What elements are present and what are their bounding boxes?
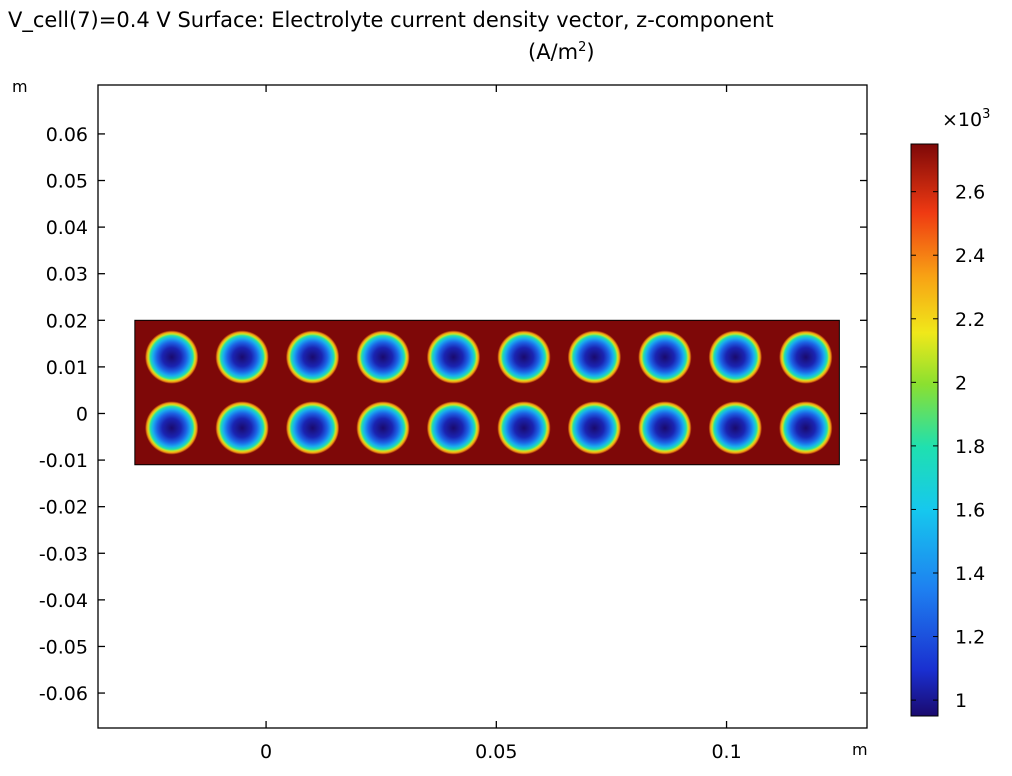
channel-circle-1-7 [638,401,692,455]
channel-circle-0-5 [497,330,551,384]
unit-suffix: ) [586,40,595,64]
channel-circle-1-5 [497,401,551,455]
channel-circle-0-0 [144,330,199,384]
colorbar-multiplier: ×103 [942,107,990,131]
channel-circle-0-3 [356,330,410,384]
channel-circle-0-8 [708,330,763,384]
axes-layer: 0.06 0.05 0.04 0.03 0.02 0.01 0 -0.01 -0.02 -0.03… [12,77,868,763]
y-tick-label: 0.03 [46,264,88,286]
y-tick-label: 0 [76,403,88,425]
y-tick-label: 0.01 [46,357,88,379]
colorbar-tick-label: 1.4 [955,563,985,585]
y-tick-label: 0.02 [46,310,88,332]
y-tick-label: -0.04 [39,590,88,612]
colorbar-tick-label: 2.2 [955,309,985,331]
channel-circle-0-1 [215,330,269,384]
channel-circle-0-2 [285,330,340,384]
colorbar-tick-label: 2 [955,372,967,394]
y-tick-label: -0.05 [39,636,88,658]
colorbar-tick-label: 1 [955,690,967,712]
chart-title: V_cell(7)=0.4 V Surface: Electrolyte cur… [8,8,774,32]
channel-circle-1-6 [567,401,622,455]
y-tick-label: 0.05 [46,171,88,193]
colorbar-tick-label: 1.8 [955,436,985,458]
channel-circle-0-6 [567,330,622,384]
heatmap-layer [134,319,840,466]
colorbar-gradient [910,143,939,717]
channel-circle-1-4 [426,401,481,455]
channel-circle-1-2 [285,401,340,455]
channel-circle-1-8 [708,401,763,455]
colorbar-tick-label: 2.4 [955,245,985,267]
x-tick-label: 0.05 [475,741,517,763]
channel-circle-0-4 [426,330,481,384]
y-tick-label: -0.01 [39,450,88,472]
chart-title-unit: (A/m2) [528,40,595,64]
x-unit-label: m [852,740,868,759]
colorbar-tick-label: 2.6 [955,182,985,204]
y-tick-label: -0.06 [39,683,88,705]
colorbar-tick-label: 1.2 [955,627,985,649]
channel-circle-0-7 [638,330,692,384]
channel-circle-1-1 [215,401,269,455]
y-tick-label: 0.04 [46,217,88,239]
channel-circle-1-3 [356,401,410,455]
channel-circle-0-9 [779,330,833,384]
colorbar-tick-label: 1.6 [955,499,985,521]
unit-prefix: (A/m [528,40,579,64]
y-tick-label: -0.02 [39,497,88,519]
colorbar: 2.6 2.4 2.2 2 1.8 1.6 1.4 1.2 1 ×103 [910,107,990,717]
x-tick-label: 0 [260,741,272,763]
channel-circle-1-0 [144,401,199,455]
x-tick-label: 0.1 [711,741,741,763]
plot-frame [97,84,868,729]
unit-exponent: 2 [578,40,587,55]
y-tick-label: -0.03 [39,543,88,565]
y-tick-label: 0.06 [46,124,88,146]
y-unit-label: m [12,77,28,96]
channel-circle-1-9 [779,401,833,455]
